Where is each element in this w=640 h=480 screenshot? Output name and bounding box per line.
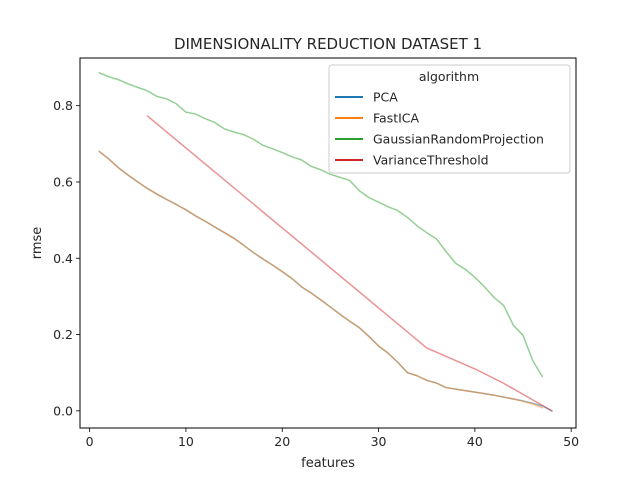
legend-label-variancethreshold: VarianceThreshold [373,153,489,168]
plot-frame [79,57,577,429]
x-tick-label: 40 [467,434,483,449]
y-tick-label: 0.8 [53,98,73,113]
x-axis-label: features [301,456,355,471]
legend: algorithm PCA FastICA GaussianRandomProjec… [328,64,571,174]
y-tick-label: 0.0 [53,403,73,418]
plot-lines [98,72,553,412]
y-axis-ticks: 0.0 0.2 0.4 0.6 0.8 [53,98,80,418]
legend-items: PCA FastICA GaussianRandomProjection Varian… [335,90,544,168]
y-axis-label: rmse [30,227,45,260]
series-line-fastica [98,150,544,409]
legend-label-pca: PCA [373,90,398,105]
y-tick-label: 0.6 [53,174,73,189]
x-tick-label: 10 [178,434,194,449]
series-line-pca [98,150,553,412]
x-axis-ticks: 0 10 20 30 40 50 [86,428,579,449]
x-tick-label: 30 [371,434,387,449]
series-line-variancethreshold [146,115,553,412]
x-tick-label: 50 [563,434,579,449]
x-tick-label: 20 [274,434,290,449]
legend-box [328,64,571,174]
legend-title: algorithm [419,69,479,84]
y-tick-label: 0.2 [53,327,73,342]
x-tick-label: 0 [86,434,94,449]
legend-label-gaussianrandomprojection: GaussianRandomProjection [373,132,544,147]
y-tick-label: 0.4 [53,251,73,266]
chart-title: DIMENSIONALITY REDUCTION DATASET 1 [174,35,482,53]
legend-label-fastica: FastICA [373,111,420,126]
series-line-gaussianrandomprojection [98,72,544,378]
